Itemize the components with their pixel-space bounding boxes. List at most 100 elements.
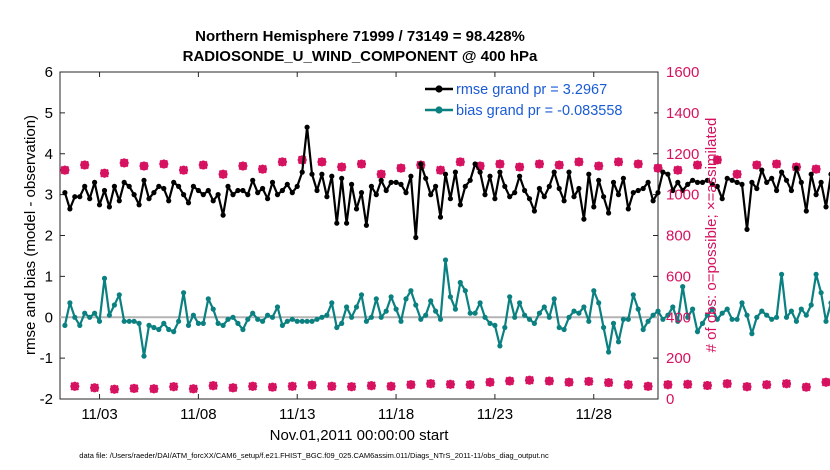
- rmse-point: [72, 194, 78, 200]
- rmse-point: [82, 183, 88, 189]
- rmse-point: [704, 177, 711, 183]
- x-tick-label: 11/18: [378, 406, 414, 423]
- left-tick-label: 2: [45, 228, 53, 245]
- obs-assimilated-marker: [80, 160, 90, 170]
- bias-point: [640, 326, 646, 333]
- right-tick-label: 800: [666, 228, 691, 245]
- rmse-point: [255, 190, 261, 196]
- obs-assimilated-marker: [297, 155, 307, 165]
- rmse-point: [581, 216, 587, 222]
- bias-point: [660, 316, 666, 322]
- rmse-point: [215, 192, 221, 198]
- rmse-point: [339, 175, 345, 181]
- bias-point: [694, 329, 701, 335]
- obs-assimilated-marker: [554, 160, 564, 170]
- obs-assimilated-marker: [179, 165, 189, 175]
- rmse-point: [314, 187, 320, 194]
- rmse-point: [205, 187, 211, 194]
- obs-assimilated-marker: [109, 384, 119, 394]
- rmse-point: [779, 169, 785, 175]
- rmse-point: [250, 177, 256, 183]
- bias-point: [195, 320, 201, 326]
- bias-point: [225, 316, 231, 322]
- bias-point: [813, 271, 819, 277]
- right-axis-tick-labels: 1600 1400 1200 1000 800 600 400 200 0: [666, 64, 699, 408]
- obs-assimilated-marker: [277, 157, 287, 167]
- obs-assimilated-marker: [248, 381, 258, 391]
- rmse-point: [517, 173, 523, 179]
- rmse-point: [181, 192, 187, 198]
- bias-point: [319, 314, 325, 320]
- obs-assimilated-marker: [159, 159, 169, 169]
- bias-point: [645, 318, 651, 324]
- bias-point: [324, 312, 330, 318]
- bias-point: [215, 320, 221, 326]
- obs-assimilated-marker: [623, 380, 633, 390]
- bias-point: [363, 318, 369, 324]
- obs-assimilated-marker: [821, 377, 830, 387]
- right-tick-label: 400: [666, 309, 691, 326]
- rmse-point: [225, 183, 231, 189]
- bias-point: [774, 314, 780, 320]
- bias-point: [536, 310, 543, 316]
- rmse-point: [200, 192, 206, 198]
- obs-assimilated-marker: [722, 379, 732, 389]
- rmse-point: [759, 167, 765, 173]
- rmse-point: [675, 179, 681, 185]
- rmse-point: [363, 222, 369, 228]
- bias-point: [724, 306, 730, 312]
- rmse-point: [87, 196, 93, 202]
- bias-point: [566, 314, 572, 320]
- bias-point: [423, 312, 429, 318]
- obs-assimilated-marker: [445, 379, 455, 389]
- obs-assimilated-marker: [376, 169, 386, 179]
- obs-assimilated-marker: [406, 380, 416, 390]
- bias-point: [586, 318, 592, 324]
- rmse-point: [156, 183, 162, 189]
- x-tick-label: 11/28: [576, 406, 612, 423]
- rmse-point: [685, 181, 691, 187]
- obs-assimilated-marker: [683, 379, 693, 389]
- rmse-point: [116, 198, 122, 204]
- bias-point: [635, 306, 641, 312]
- bias-point: [190, 312, 196, 318]
- bias-point: [591, 288, 597, 294]
- bias-point: [769, 316, 775, 322]
- obs-assimilated-marker: [782, 379, 791, 389]
- obs-assimilated-marker: [426, 379, 436, 389]
- bias-point: [289, 316, 295, 322]
- bias-point: [265, 312, 271, 318]
- obs-assimilated-marker: [129, 383, 139, 393]
- legend-rmse-marker: [435, 85, 443, 93]
- x-tick-label: 11/23: [477, 406, 513, 423]
- obs-assimilated-marker: [762, 380, 772, 390]
- rmse-point: [299, 169, 305, 175]
- rmse-point: [121, 179, 127, 185]
- chart-title: Northern Hemisphere 71999 / 73149 = 98.4…: [195, 28, 525, 45]
- rmse-point: [803, 208, 809, 214]
- bias-point: [185, 322, 192, 328]
- obs-assimilated-marker: [258, 164, 268, 174]
- rmse-point: [260, 185, 266, 192]
- rmse-point: [294, 183, 300, 189]
- bias-point: [131, 318, 137, 324]
- rmse-point: [546, 183, 552, 189]
- rmse-point: [591, 204, 597, 210]
- rmse-point: [522, 187, 528, 194]
- rmse-point: [744, 226, 750, 232]
- obs-assimilated-marker: [347, 382, 357, 392]
- bias-point: [181, 290, 187, 296]
- bias-point: [447, 294, 453, 300]
- bias-point: [205, 296, 211, 302]
- obs-assimilated-marker: [742, 382, 752, 392]
- bias-point: [556, 324, 562, 331]
- bias-point: [620, 316, 627, 322]
- rmse-point: [531, 208, 538, 214]
- obs-assimilated-marker: [633, 159, 643, 169]
- rmse-point: [601, 194, 607, 200]
- rmse-point: [610, 179, 617, 185]
- rmse-point: [166, 198, 172, 204]
- rmse-point: [126, 183, 132, 189]
- bias-point: [675, 318, 681, 324]
- bias-point: [596, 300, 602, 306]
